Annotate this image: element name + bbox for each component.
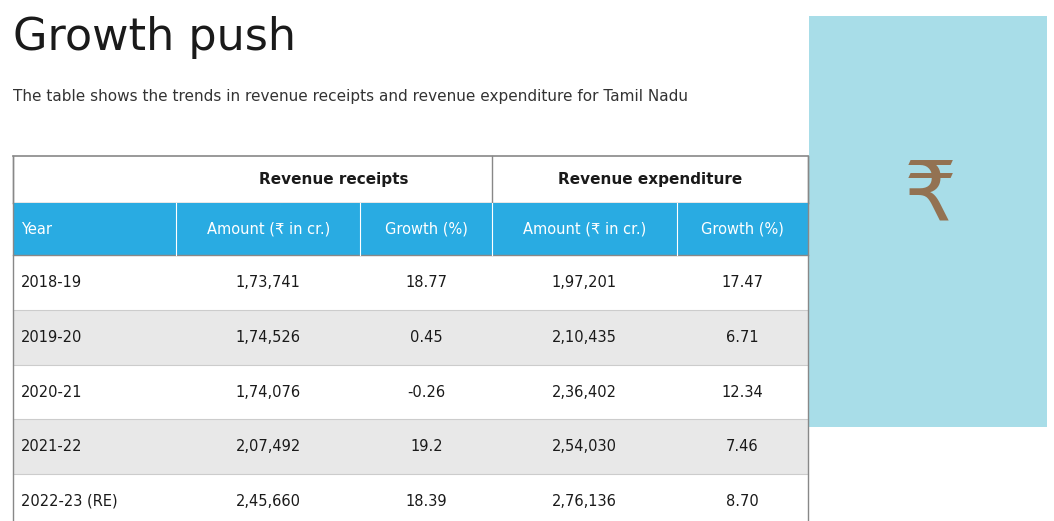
Text: Growth push: Growth push [13,16,296,59]
Text: 7.46: 7.46 [726,439,759,454]
Bar [809,16,1047,427]
Text: Growth (%): Growth (%) [701,222,784,237]
Text: Revenue receipts: Revenue receipts [259,172,409,187]
Bar [13,474,808,521]
Text: Amount (₹ in cr.): Amount (₹ in cr.) [207,222,330,237]
Text: -0.26: -0.26 [407,384,446,400]
Text: The table shows the trends in revenue receipts and revenue expenditure for Tamil: The table shows the trends in revenue re… [13,89,687,104]
Text: 1,74,526: 1,74,526 [236,330,300,345]
Bar [13,310,808,365]
Text: 2020-21: 2020-21 [21,384,82,400]
Bar [13,255,808,310]
Text: 1,74,076: 1,74,076 [236,384,300,400]
Text: 2,36,402: 2,36,402 [552,384,617,400]
Text: 17.47: 17.47 [722,275,763,290]
Text: 6.71: 6.71 [726,330,759,345]
Text: 18.39: 18.39 [406,494,447,509]
Text: 18.77: 18.77 [406,275,447,290]
Text: 2,76,136: 2,76,136 [552,494,617,509]
Bar [13,419,808,474]
Text: Year: Year [21,222,52,237]
Text: Revenue expenditure: Revenue expenditure [559,172,742,187]
Text: 8.70: 8.70 [726,494,759,509]
Text: 2,07,492: 2,07,492 [236,439,300,454]
Text: 1,73,741: 1,73,741 [236,275,300,290]
Text: 2018-19: 2018-19 [21,275,82,290]
Text: 1,97,201: 1,97,201 [552,275,617,290]
Text: Growth (%): Growth (%) [385,222,468,237]
Text: ₹: ₹ [904,157,957,239]
Text: 2,45,660: 2,45,660 [236,494,300,509]
Text: 2019-20: 2019-20 [21,330,82,345]
Text: 2021-22: 2021-22 [21,439,82,454]
Bar [13,365,808,419]
Text: 2,54,030: 2,54,030 [552,439,617,454]
Bar [13,203,808,255]
Text: 2,10,435: 2,10,435 [552,330,617,345]
Text: 12.34: 12.34 [722,384,763,400]
Text: 2022-23 (RE): 2022-23 (RE) [21,494,118,509]
Text: 0.45: 0.45 [410,330,443,345]
Text: Amount (₹ in cr.): Amount (₹ in cr.) [523,222,646,237]
Text: 19.2: 19.2 [410,439,443,454]
